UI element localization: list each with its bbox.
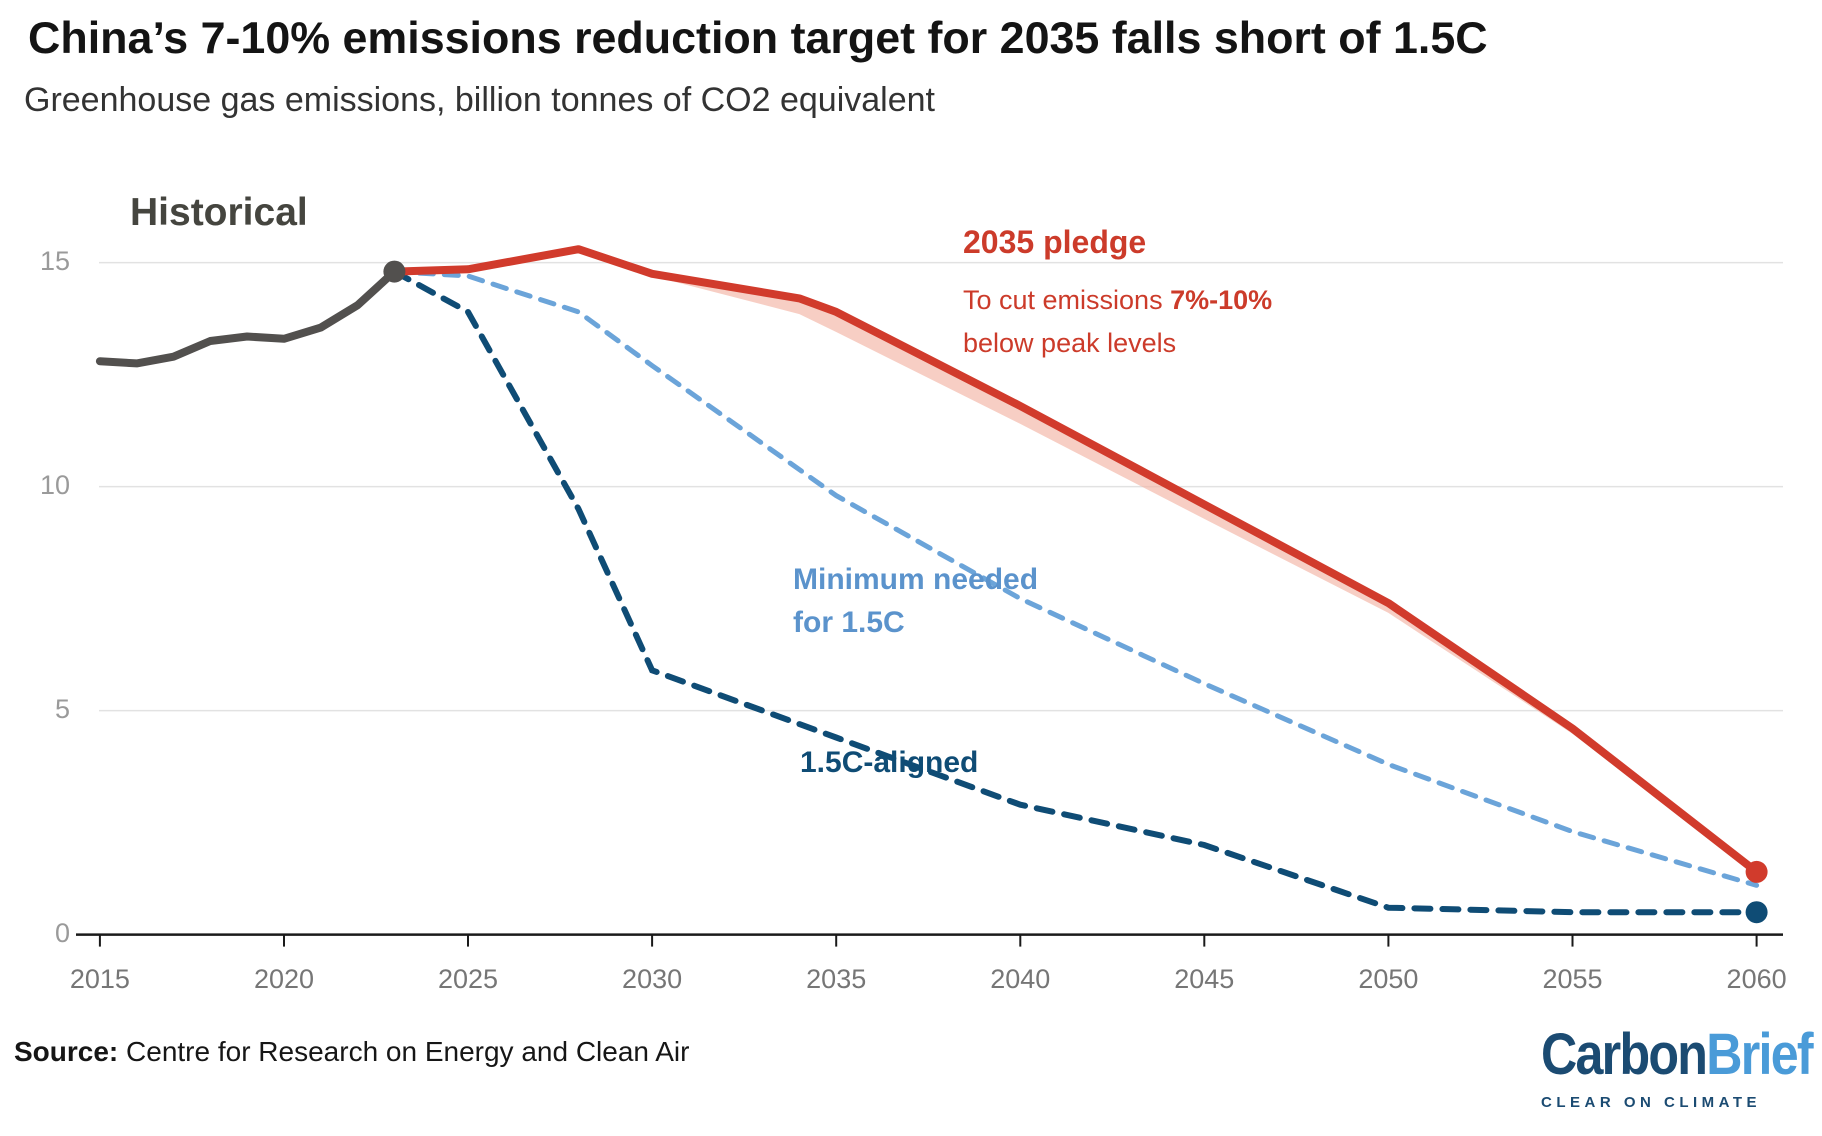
svg-text:Minimum needed: Minimum needed [793, 563, 1038, 596]
svg-text:0: 0 [55, 918, 70, 948]
svg-text:10: 10 [40, 470, 70, 500]
svg-text:below peak levels: below peak levels [963, 328, 1176, 358]
svg-text:2060: 2060 [1727, 964, 1787, 994]
svg-text:2035 pledge: 2035 pledge [963, 224, 1146, 260]
svg-text:2050: 2050 [1358, 964, 1418, 994]
svg-text:2025: 2025 [438, 964, 498, 994]
svg-text:2015: 2015 [70, 964, 130, 994]
svg-text:2035: 2035 [806, 964, 866, 994]
svg-text:1.5C-aligned: 1.5C-aligned [800, 746, 978, 779]
svg-text:To cut emissions 7%-10%: To cut emissions 7%-10% [963, 285, 1272, 315]
svg-text:for 1.5C: for 1.5C [793, 606, 905, 639]
svg-text:15: 15 [40, 246, 70, 276]
svg-text:2055: 2055 [1542, 964, 1602, 994]
svg-text:2045: 2045 [1174, 964, 1234, 994]
svg-text:2020: 2020 [254, 964, 314, 994]
svg-text:Historical: Historical [130, 191, 308, 234]
svg-text:2040: 2040 [990, 964, 1050, 994]
svg-text:2030: 2030 [622, 964, 682, 994]
svg-text:5: 5 [55, 694, 70, 724]
